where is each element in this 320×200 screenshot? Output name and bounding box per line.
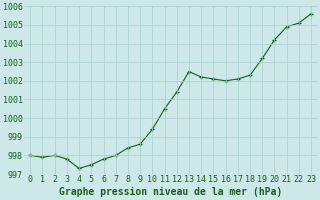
- X-axis label: Graphe pression niveau de la mer (hPa): Graphe pression niveau de la mer (hPa): [59, 187, 282, 197]
